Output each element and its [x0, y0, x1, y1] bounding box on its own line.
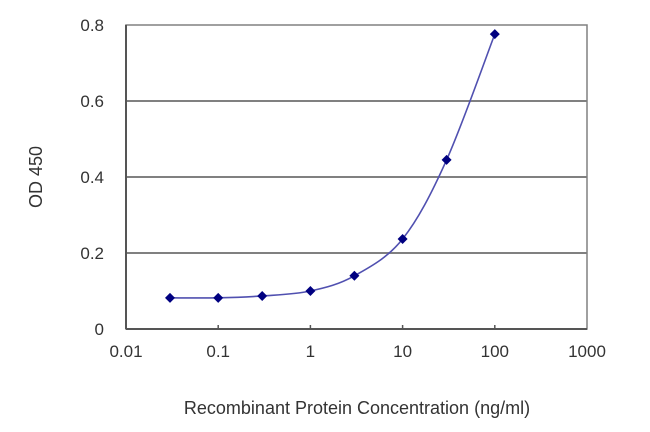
data-point-marker — [164, 292, 175, 303]
x-tick-label: 0.1 — [206, 342, 230, 361]
y-tick-label: 0.8 — [80, 16, 104, 35]
data-point-marker — [305, 286, 316, 296]
grid-lines — [126, 100, 587, 254]
x-tick-label: 100 — [481, 342, 509, 361]
x-tick-label: 1000 — [568, 342, 606, 361]
y-axis-label: OD 450 — [26, 146, 46, 208]
data-point-marker — [489, 29, 500, 40]
data-points — [164, 29, 500, 303]
data-point-marker — [213, 292, 224, 303]
y-tick-label: 0 — [95, 320, 104, 339]
y-axis-ticks: 0 0.2 0.4 0.6 0.8 — [80, 16, 104, 339]
x-axis-ticks: 0.01 0.1 1 10 100 1000 — [109, 325, 606, 361]
y-tick-label: 0.2 — [80, 244, 104, 263]
x-axis-label: Recombinant Protein Concentration (ng/ml… — [184, 398, 530, 418]
data-point-marker — [397, 233, 408, 244]
fit-curve — [169, 33, 496, 299]
data-point-marker — [441, 154, 452, 165]
x-tick-label: 10 — [393, 342, 412, 361]
y-tick-label: 0.6 — [80, 92, 104, 111]
x-tick-label: 0.01 — [109, 342, 142, 361]
x-tick-label: 1 — [306, 342, 315, 361]
data-point-marker — [257, 290, 268, 301]
data-point-marker — [349, 270, 360, 281]
y-tick-label: 0.4 — [80, 168, 104, 187]
